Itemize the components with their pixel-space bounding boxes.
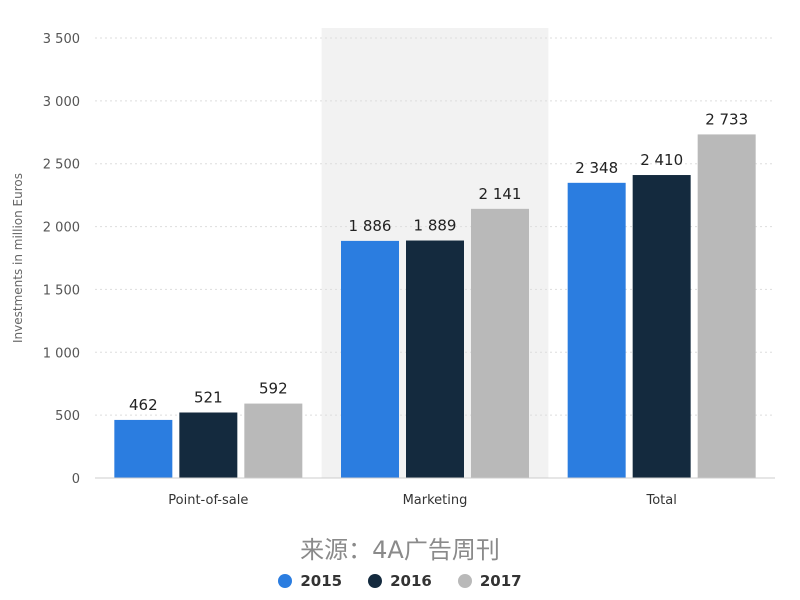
y-tick-label: 2 000 bbox=[43, 221, 80, 236]
data-label: 2 733 bbox=[705, 110, 748, 128]
legend-label: 2016 bbox=[390, 572, 432, 590]
legend-dot-icon bbox=[457, 574, 472, 588]
legend-dot-icon bbox=[368, 574, 383, 588]
data-label: 2 348 bbox=[575, 159, 618, 177]
bar-2017-point-of-sale bbox=[244, 403, 303, 478]
x-category-label: Point-of-sale bbox=[168, 493, 248, 508]
y-tick-label: 500 bbox=[55, 409, 80, 424]
x-category-label: Marketing bbox=[403, 493, 468, 508]
bar-2015-total bbox=[567, 182, 626, 478]
bar-2017-marketing bbox=[471, 208, 529, 479]
y-axis-title: Investments in million Euros bbox=[11, 173, 25, 343]
bar-2016-point-of-sale bbox=[179, 412, 238, 478]
legend-item-2015[interactable]: 2015 bbox=[278, 572, 342, 590]
data-label: 521 bbox=[194, 389, 223, 407]
y-tick-label: 1 000 bbox=[43, 346, 80, 361]
legend: 2015 2016 2017 bbox=[0, 572, 800, 590]
y-tick-label: 2 500 bbox=[43, 158, 80, 173]
bar-2017-total bbox=[697, 134, 756, 478]
data-label: 2 410 bbox=[640, 151, 683, 169]
legend-item-2016[interactable]: 2016 bbox=[368, 572, 432, 590]
y-tick-label: 3 000 bbox=[43, 95, 80, 110]
source-caption: 来源：4A广告周刊 bbox=[300, 536, 500, 564]
y-tick-label: 0 bbox=[72, 472, 80, 487]
data-label: 592 bbox=[259, 380, 288, 398]
legend-label: 2015 bbox=[300, 572, 343, 590]
data-label: 1 886 bbox=[349, 217, 392, 235]
bar-chart: 0 500 1 000 1 500 2 000 2 500 3 000 3 500 Invest… bbox=[11, 28, 775, 508]
y-tick-label: 3 500 bbox=[43, 32, 80, 47]
legend-dot-icon bbox=[278, 574, 293, 588]
x-category-label: Total bbox=[645, 493, 676, 508]
data-label: 462 bbox=[129, 396, 158, 414]
data-label: 1 889 bbox=[414, 217, 457, 235]
legend-label: 2017 bbox=[479, 572, 522, 590]
bar-2016-marketing bbox=[406, 240, 464, 478]
y-tick-label: 1 500 bbox=[43, 283, 80, 298]
bar-2015-marketing bbox=[341, 240, 399, 478]
data-label: 2 141 bbox=[479, 185, 522, 203]
chart-container: 0 500 1 000 1 500 2 000 2 500 3 000 3 500 Invest… bbox=[11, 28, 775, 508]
legend-item-2017[interactable]: 2017 bbox=[457, 572, 522, 590]
bar-2015-point-of-sale bbox=[114, 419, 173, 478]
bar-2016-total bbox=[632, 175, 691, 478]
